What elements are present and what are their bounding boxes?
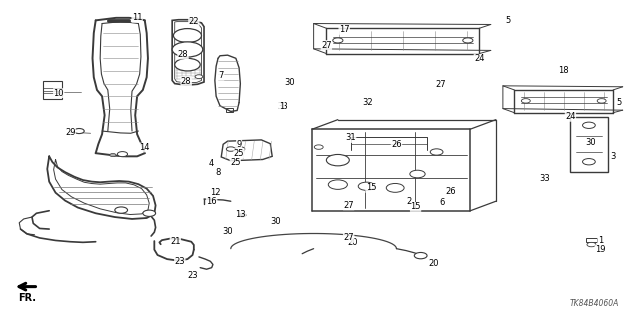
Circle shape [314,145,323,149]
Text: 7: 7 [218,71,224,80]
Text: 17: 17 [339,25,349,34]
Text: 32: 32 [362,98,373,107]
Text: 1: 1 [598,236,603,245]
Text: 24: 24 [474,55,484,63]
Circle shape [414,252,427,259]
Text: 27: 27 [321,41,332,49]
Circle shape [109,153,116,157]
Text: 29: 29 [65,128,76,137]
Text: 27: 27 [344,201,354,210]
Circle shape [430,149,443,155]
Circle shape [410,170,425,178]
Text: 30: 30 [270,217,281,226]
Circle shape [239,213,246,217]
Text: 31: 31 [345,133,356,143]
Text: 2: 2 [406,197,412,206]
Circle shape [195,75,203,78]
Circle shape [587,242,596,247]
Bar [43,81,62,99]
Text: 10: 10 [54,89,64,98]
Text: 23: 23 [188,271,198,280]
Text: 15: 15 [365,183,376,192]
Text: TK84B4060A: TK84B4060A [570,299,620,308]
Text: 21: 21 [170,237,180,246]
Text: 11: 11 [132,13,142,22]
Circle shape [463,38,473,43]
Text: 28: 28 [178,50,188,59]
Text: 24: 24 [565,112,575,121]
Text: 4: 4 [209,159,214,168]
Circle shape [328,180,348,189]
Circle shape [74,129,84,134]
Circle shape [115,207,127,213]
Circle shape [387,183,404,192]
Text: 27: 27 [436,80,446,89]
Text: 23: 23 [175,257,185,266]
Text: 18: 18 [558,66,569,76]
Text: 12: 12 [210,188,220,197]
Text: 16: 16 [206,197,217,206]
Text: 5: 5 [617,98,622,107]
Circle shape [175,58,200,71]
Text: 6: 6 [440,198,445,207]
Text: 25: 25 [234,149,244,158]
Text: 28: 28 [181,77,191,85]
Bar [570,117,608,172]
Bar [226,108,234,112]
Circle shape [326,154,349,166]
Circle shape [117,152,127,157]
Text: FR.: FR. [19,293,36,303]
Circle shape [522,99,531,103]
Text: 14: 14 [140,143,150,152]
Circle shape [173,29,202,42]
Circle shape [582,159,595,165]
Text: 33: 33 [539,174,550,183]
Text: 20: 20 [348,238,358,247]
Text: 30: 30 [586,137,596,147]
Circle shape [597,99,606,103]
Circle shape [227,147,236,151]
Circle shape [358,182,375,190]
Text: 33: 33 [278,102,289,111]
Text: 8: 8 [215,168,221,177]
Circle shape [333,38,343,43]
Text: 13: 13 [235,210,246,219]
Circle shape [172,42,203,57]
Text: 22: 22 [189,18,199,26]
Text: 19: 19 [595,245,605,254]
Bar [586,238,596,242]
Text: 20: 20 [428,259,438,268]
Circle shape [143,210,156,216]
Text: 9: 9 [236,140,242,149]
Text: 3: 3 [611,152,616,161]
Circle shape [236,147,245,151]
Text: 26: 26 [391,140,402,149]
Text: 25: 25 [230,158,241,167]
Circle shape [582,122,595,129]
Text: 5: 5 [506,16,511,25]
Text: 30: 30 [222,227,233,236]
Text: 15: 15 [410,203,421,211]
Text: 30: 30 [284,78,295,86]
Text: 26: 26 [445,187,456,196]
Text: 27: 27 [344,234,354,242]
Text: 1: 1 [279,102,284,111]
